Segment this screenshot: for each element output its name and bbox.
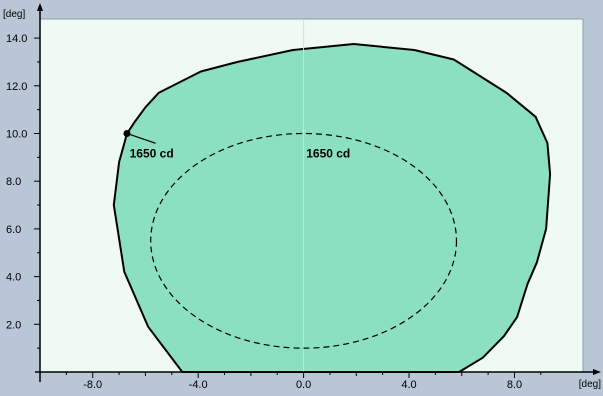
y-tick-label: 10.0 xyxy=(6,128,27,140)
x-axis-unit-label: [deg] xyxy=(579,379,601,390)
y-axis-unit-label: [deg] xyxy=(3,9,25,20)
x-axis-ticks: -8.0 -4.0 0.0 4.0 8.0 xyxy=(65,372,542,391)
x-tick-label: 0.0 xyxy=(296,379,311,391)
x-tick-label: -4.0 xyxy=(189,379,208,391)
x-tick-label: 4.0 xyxy=(401,379,416,391)
y-tick-label: 12.0 xyxy=(6,81,27,93)
y-tick-label: 14.0 xyxy=(6,33,27,45)
x-axis-arrow xyxy=(593,369,601,375)
dashed-contour xyxy=(150,132,458,349)
y-tick-label: 6.0 xyxy=(6,224,21,236)
y-axis-ticks: 2.0 4.0 6.0 8.0 10.0 12.0 14.0 xyxy=(6,33,40,349)
axes xyxy=(35,3,601,382)
y-tick-label: 2.0 xyxy=(6,319,21,331)
x-tick-label: -8.0 xyxy=(83,379,102,391)
y-axis-arrow xyxy=(37,3,43,11)
annotation-label-outer: 1650 cd xyxy=(130,146,174,160)
annotation-label-inner: 1650 cd xyxy=(306,146,350,160)
contour-marker-point xyxy=(123,129,131,137)
y-tick-label: 8.0 xyxy=(6,176,21,188)
annotation-leader-line xyxy=(126,132,156,144)
x-tick-label: 8.0 xyxy=(507,379,522,391)
y-tick-label: 4.0 xyxy=(6,272,21,284)
beam-contour-area xyxy=(112,43,552,373)
